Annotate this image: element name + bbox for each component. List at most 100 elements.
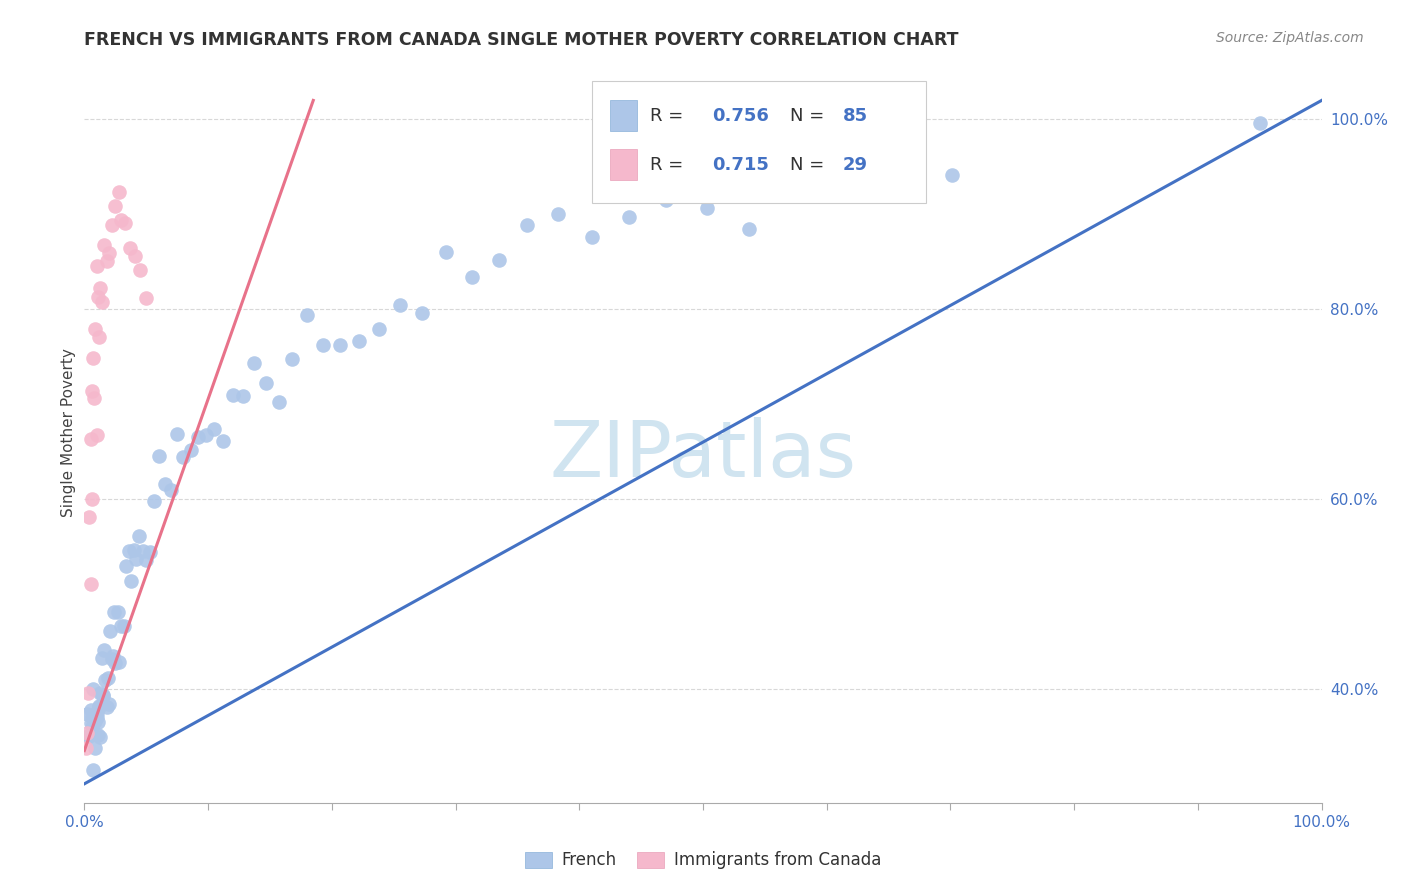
Point bbox=[115, 559, 138, 574]
Point bbox=[89, 699, 111, 714]
Point bbox=[243, 355, 266, 369]
Point bbox=[96, 253, 118, 268]
Point bbox=[84, 741, 107, 756]
Point bbox=[80, 384, 103, 399]
Point bbox=[194, 428, 217, 442]
Point bbox=[79, 576, 101, 591]
Point bbox=[80, 492, 103, 507]
Point bbox=[84, 714, 107, 728]
Point bbox=[79, 729, 101, 743]
Point bbox=[100, 218, 122, 232]
Point bbox=[79, 715, 101, 730]
Point bbox=[139, 545, 162, 559]
Point bbox=[434, 245, 457, 260]
Point bbox=[82, 681, 104, 696]
Text: 0.756: 0.756 bbox=[711, 107, 769, 125]
Point bbox=[87, 714, 110, 729]
Point bbox=[212, 434, 235, 448]
Legend: French, Immigrants from Canada: French, Immigrants from Canada bbox=[519, 845, 887, 876]
Point bbox=[108, 655, 131, 669]
Text: FRENCH VS IMMIGRANTS FROM CANADA SINGLE MOTHER POVERTY CORRELATION CHART: FRENCH VS IMMIGRANTS FROM CANADA SINGLE … bbox=[84, 31, 959, 49]
Text: 29: 29 bbox=[842, 155, 868, 174]
Point bbox=[89, 281, 111, 295]
Point bbox=[581, 230, 603, 244]
Point bbox=[98, 624, 121, 638]
Point bbox=[547, 207, 569, 221]
Point bbox=[96, 700, 118, 714]
Point bbox=[93, 643, 115, 657]
Point bbox=[77, 686, 100, 700]
Point bbox=[89, 686, 111, 700]
Point bbox=[160, 483, 183, 497]
Point bbox=[112, 619, 135, 633]
Point bbox=[884, 152, 907, 166]
Point bbox=[108, 186, 131, 200]
Point bbox=[86, 428, 108, 442]
Text: R =: R = bbox=[650, 107, 689, 125]
Point bbox=[329, 338, 352, 352]
Point bbox=[135, 292, 157, 306]
Point bbox=[91, 689, 114, 703]
Point bbox=[90, 295, 112, 310]
Point bbox=[125, 552, 148, 566]
Bar bbox=[610, 149, 637, 180]
Point bbox=[98, 245, 121, 260]
Point bbox=[79, 432, 101, 446]
Point bbox=[941, 168, 963, 182]
Point bbox=[460, 269, 482, 284]
Point bbox=[120, 241, 142, 255]
Point bbox=[153, 477, 176, 491]
Point bbox=[202, 422, 225, 436]
Point bbox=[86, 706, 108, 720]
Point bbox=[80, 710, 103, 724]
Point bbox=[83, 391, 105, 405]
Point bbox=[91, 690, 114, 704]
Point bbox=[90, 650, 112, 665]
Point bbox=[110, 212, 132, 227]
Point bbox=[312, 338, 335, 352]
Point bbox=[172, 450, 194, 464]
Point bbox=[232, 389, 254, 403]
Point bbox=[180, 442, 202, 457]
Point bbox=[93, 237, 115, 252]
Point bbox=[187, 430, 209, 444]
Point bbox=[122, 542, 145, 557]
Point bbox=[89, 698, 111, 713]
Point bbox=[783, 166, 806, 180]
Point bbox=[86, 260, 108, 274]
Y-axis label: Single Mother Poverty: Single Mother Poverty bbox=[60, 348, 76, 517]
Point bbox=[281, 351, 304, 366]
Text: R =: R = bbox=[650, 155, 689, 174]
Text: N =: N = bbox=[790, 107, 830, 125]
Point bbox=[617, 211, 640, 225]
Point bbox=[295, 308, 318, 322]
Point bbox=[110, 618, 132, 632]
Point bbox=[80, 720, 103, 734]
Point bbox=[94, 673, 117, 688]
Point bbox=[86, 710, 108, 724]
Point bbox=[148, 450, 170, 464]
Point bbox=[83, 708, 105, 723]
Text: 0.715: 0.715 bbox=[711, 155, 769, 174]
Point bbox=[411, 305, 433, 319]
Point bbox=[135, 553, 157, 567]
Point bbox=[87, 729, 110, 743]
Point bbox=[1249, 116, 1271, 130]
Point bbox=[76, 725, 98, 739]
Point bbox=[114, 216, 136, 230]
Point bbox=[87, 290, 110, 304]
FancyBboxPatch shape bbox=[592, 81, 925, 203]
Point bbox=[101, 648, 124, 663]
Point bbox=[104, 199, 127, 213]
Point bbox=[97, 671, 120, 685]
Point bbox=[104, 657, 127, 671]
Point bbox=[89, 730, 111, 744]
Point bbox=[388, 298, 411, 312]
Point bbox=[89, 330, 111, 344]
Point bbox=[347, 334, 370, 349]
Point bbox=[367, 322, 389, 336]
Point bbox=[84, 322, 107, 336]
Point bbox=[222, 387, 245, 401]
Point bbox=[79, 703, 101, 717]
Point bbox=[100, 652, 122, 666]
